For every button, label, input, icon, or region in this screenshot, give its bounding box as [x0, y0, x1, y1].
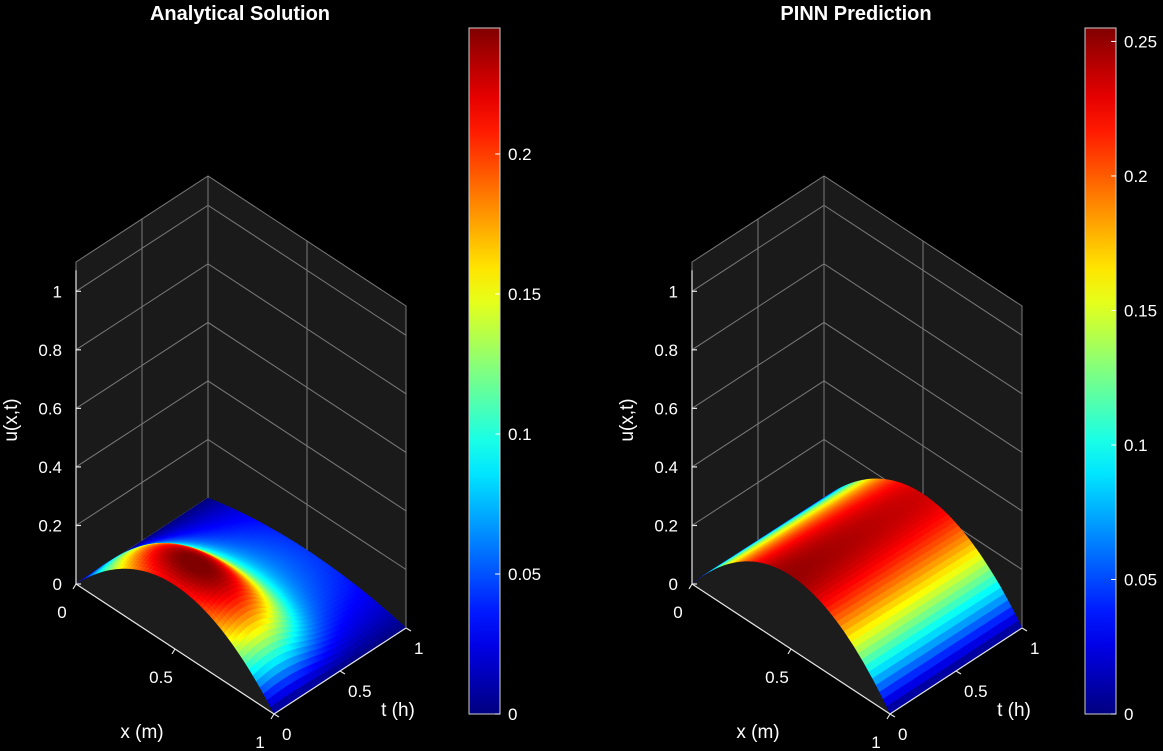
y-tick-label: 0 [282, 725, 291, 744]
z-tick-label: 1 [53, 282, 62, 301]
z-axis-label: u(x,t) [1, 398, 22, 441]
colorbar-tick-label: 0 [508, 705, 517, 724]
z-tick-label: 0.2 [38, 516, 62, 535]
x-tick-label: 0 [57, 603, 66, 622]
colorbar-tick-label: 0.2 [508, 145, 532, 164]
box-edge [75, 175, 407, 628]
surface [75, 497, 407, 715]
x-tick-label: 1 [255, 733, 264, 751]
x-tick-label: 0.5 [149, 668, 173, 687]
y-tick-label: 1 [414, 639, 423, 658]
colorbar-tick-label: 0.15 [508, 285, 541, 304]
surface-plot-analytical: Analytical Solution 00.51 00.5100.20.40.6… [1, 3, 541, 751]
x-axis-label: x (m) [120, 722, 163, 743]
z-tick-label: 0.6 [38, 399, 62, 418]
plot-title: Analytical Solution [150, 3, 330, 25]
y-tick-label: 0.5 [348, 682, 372, 701]
plot-title: PINN Prediction [780, 3, 931, 25]
z-tick-label: 0.4 [38, 458, 62, 477]
z-tick-label: 0 [53, 575, 62, 594]
colorbar-gradient [468, 27, 501, 715]
z-tick-label: 0.8 [38, 341, 62, 360]
y-axis-label: t (h) [381, 700, 415, 721]
colorbar-tick-label: 0.1 [508, 425, 532, 444]
colorbar-tick-label: 0.05 [508, 565, 541, 584]
